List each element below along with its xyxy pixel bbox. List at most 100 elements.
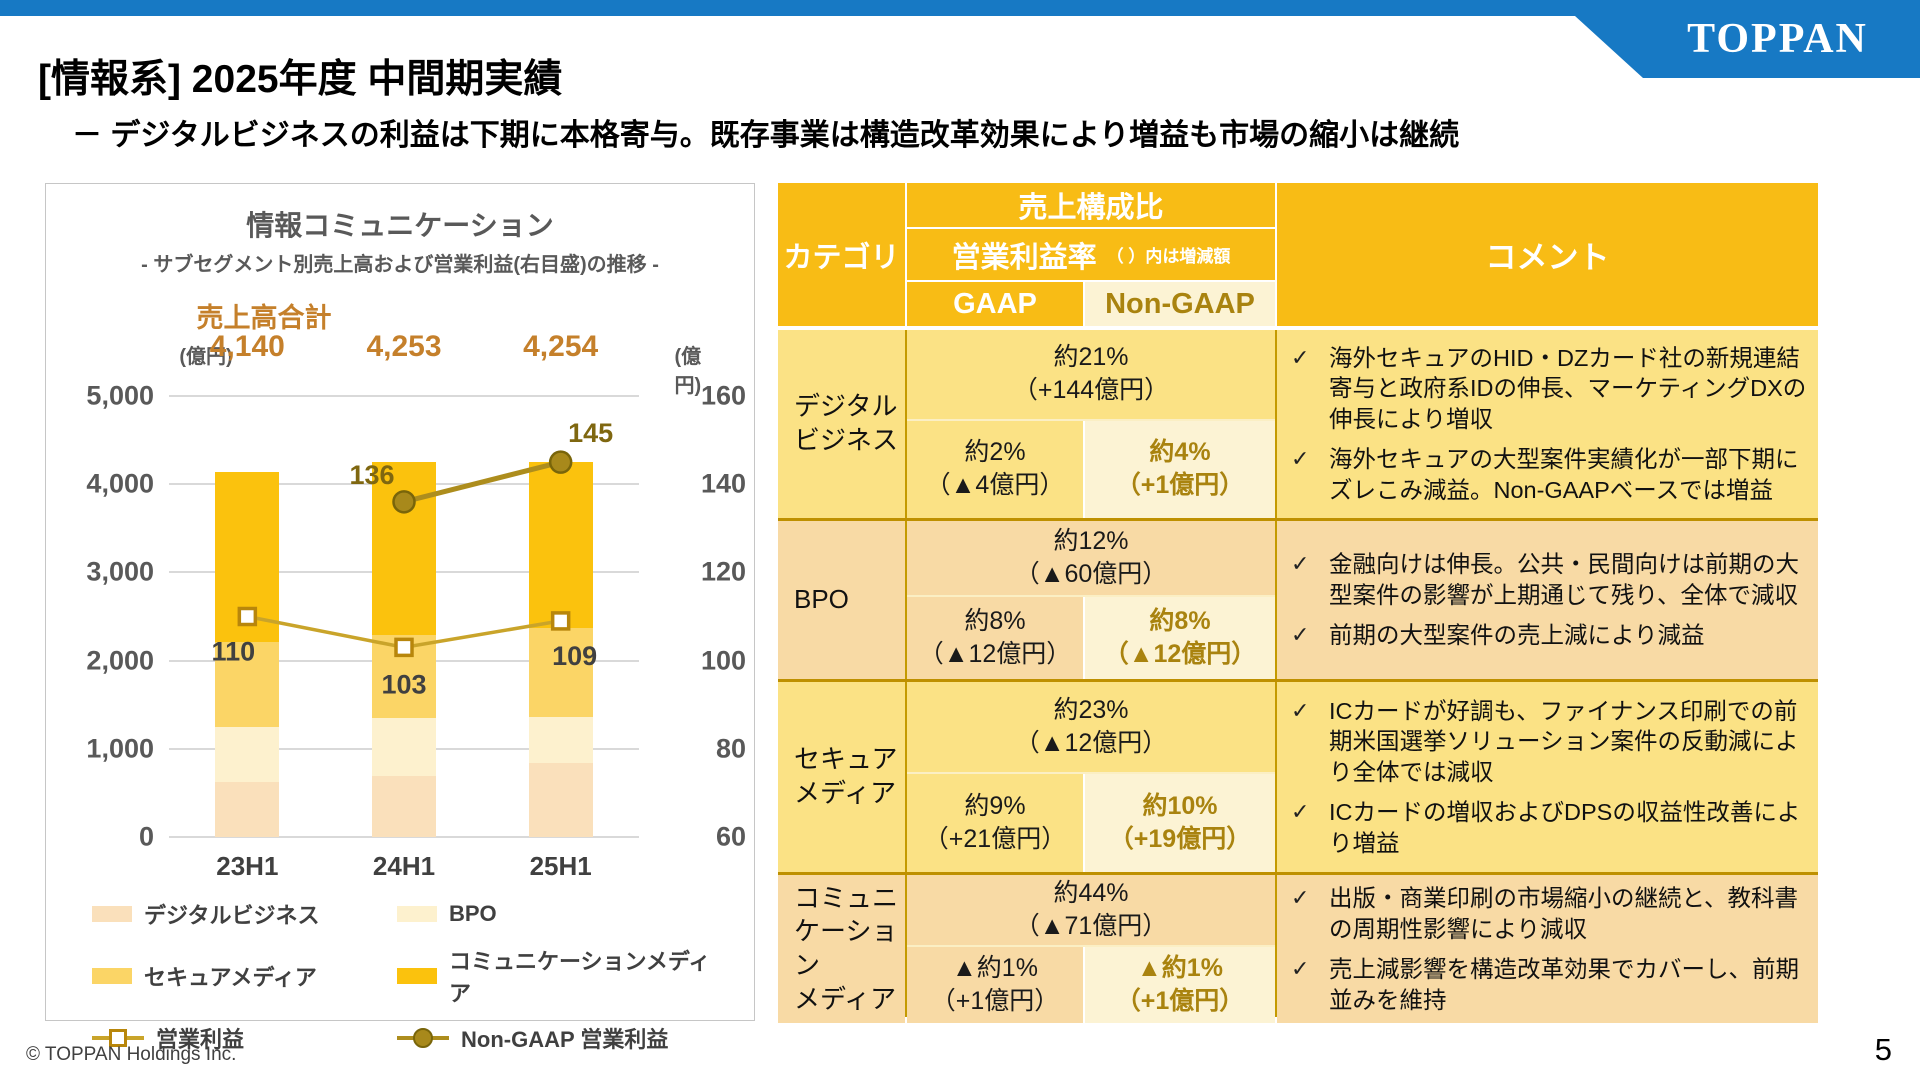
right-axis-unit: (億円): [674, 346, 702, 397]
line-Non-GAAP 営業利益: [403, 459, 562, 505]
comment-item: ✓ 海外セキュアの大型案件実績化が一部下期にズレこみ減益。Non-GAAPベースで…: [1291, 444, 1808, 505]
header-op-margin-note: （ ）内は増減額: [1106, 247, 1231, 266]
comments-cell: ✓ 出版・商業印刷の市場縮小の継続と、教科書の周期性影響により減収 ✓ 売上減影響を構…: [1277, 875, 1818, 1024]
check-icon: ✓: [1291, 697, 1310, 723]
comment-text: ICカードの増収およびDPSの収益性改善により増益: [1329, 799, 1801, 856]
legend-item-Non-GAAP 営業利益: Non-GAAP 営業利益: [397, 1022, 727, 1054]
left-axis-tick: 5,000: [86, 380, 154, 411]
toppan-logo-text: TOPPAN: [1687, 16, 1868, 62]
left-axis-tick: 1,000: [86, 733, 154, 764]
toppan-logo: TOPPAN: [1575, 0, 1920, 78]
legend-label: BPO: [449, 901, 497, 926]
values-cell: 約12% （▲60億円） 約8% （▲12億円） 約8% （▲12億円）: [907, 521, 1275, 679]
comment-text: 海外セキュアの大型案件実績化が一部下期にズレこみ減益。Non-GAAPベースでは…: [1329, 446, 1799, 503]
check-icon: ✓: [1291, 956, 1310, 982]
comments-cell: ✓ 海外セキュアのHID・DZカード社の新規連結寄与と政府系IDの伸長、マーケティ…: [1277, 330, 1818, 518]
check-icon: ✓: [1291, 551, 1310, 577]
legend-label: コミュニケーションメディア: [449, 949, 711, 1006]
comment-item: ✓ 海外セキュアのHID・DZカード社の新規連結寄与と政府系IDの伸長、マーケティ…: [1291, 343, 1808, 435]
bar-segment-BPO: [372, 717, 436, 776]
left-axis-tick: 3,000: [86, 556, 154, 587]
comment-item: ✓ 前期の大型案件の売上減により減益: [1291, 620, 1808, 651]
header-gaap: GAAP: [907, 282, 1083, 326]
comment-text: 海外セキュアのHID・DZカード社の新規連結寄与と政府系IDの伸長、マーケティン…: [1329, 344, 1807, 432]
comment-text: ICカードが好調も、ファイナンス印刷での前期米国選挙ソリューション案件の反動減に…: [1329, 697, 1799, 785]
marker-営業利益: [550, 611, 571, 631]
bar-segment-コミュニケーションメディア: [528, 461, 593, 628]
comment-item: ✓ 金融向けは伸長。公共・民間向けは前期の大型案件の影響が上期通じて残り、全体で減…: [1291, 549, 1808, 610]
gridline: [169, 395, 639, 397]
sales-total-value: 4,140: [209, 330, 285, 363]
legend-item-コミュニケーションメディア: コミュニケーションメディア: [397, 944, 727, 1008]
page-number: 5: [1874, 1032, 1892, 1067]
x-axis-label: 25H1: [529, 851, 592, 881]
left-axis-unit: (億円): [179, 346, 233, 368]
copyright-text: © TOPPAN Holdings Inc.: [26, 1044, 237, 1065]
header-middle-stack: 売上構成比 営業利益率 （ ）内は増減額 GAAP Non-GAAP: [907, 183, 1275, 326]
table-body: デジタル ビジネス 約21% （+144億円） 約2% （▲4億円） 約4% （+1億…: [778, 330, 1818, 1024]
category-cell: コミュニ ケーション メディア: [778, 875, 905, 1024]
legend-item-BPO: BPO: [397, 898, 727, 930]
legend-label: デジタルビジネス: [144, 903, 320, 928]
check-icon: ✓: [1291, 799, 1310, 825]
chart-legend: デジタルビジネス BPO セキュアメディア コミュニケーションメディア 営業利益 Non-…: [92, 898, 732, 1054]
legend-swatch: [92, 906, 132, 922]
non-gaap-cell: ▲約1% （+1億円）: [1085, 946, 1275, 1024]
legend-swatch: [92, 968, 132, 984]
table-row-4: コミュニ ケーション メディア 約44% （▲71億円） ▲約1% （+1億円） ▲約…: [778, 872, 1818, 1024]
left-axis-tick: 0: [138, 821, 154, 852]
comments-cell: ✓ ICカードが好調も、ファイナンス印刷での前期米国選挙ソリューション案件の反動減…: [1277, 682, 1818, 872]
bar-segment-デジタルビジネス: [215, 781, 280, 837]
legend-swatch: [397, 968, 437, 984]
non-gaap-cell: 約10% （+19億円）: [1085, 773, 1275, 872]
header-sales-ratio: 売上構成比: [907, 183, 1275, 227]
header-op-margin: 営業利益率 （ ）内は増減額: [907, 229, 1275, 280]
op-margin-cells: 約2% （▲4億円） 約4% （+1億円）: [907, 420, 1275, 518]
bar-segment-BPO: [528, 717, 593, 764]
table-row-1: デジタル ビジネス 約21% （+144億円） 約2% （▲4億円） 約4% （+1億…: [778, 330, 1818, 518]
data-label-営業利益: 103: [381, 669, 426, 699]
page-title: [情報系] 2025年度 中間期実績: [38, 58, 563, 101]
sales-ratio-cell: 約23% （▲12億円）: [907, 682, 1275, 772]
sales-total-label: 売上高合計: [196, 303, 332, 333]
x-axis-label: 23H1: [216, 851, 279, 881]
gridline: [169, 836, 639, 838]
gaap-cell: 約9% （+21億円）: [907, 773, 1083, 872]
marker-営業利益: [394, 637, 414, 658]
bar-segment-セキュアメディア: [215, 642, 280, 727]
legend-label: Non-GAAP 営業利益: [461, 1027, 669, 1052]
legend-item-デジタルビジネス: デジタルビジネス: [92, 898, 397, 930]
chart-panel: 情報コミュニケーション - サブセグメント別売上高および営業利益(右目盛)の推移…: [45, 183, 755, 1052]
comment-text: 売上減影響を構造改革効果でカバーし、前期並みを維持: [1329, 956, 1799, 1013]
values-cell: 約44% （▲71億円） ▲約1% （+1億円） ▲約1% （+1億円）: [907, 875, 1275, 1024]
comment-text: 金融向けは伸長。公共・民間向けは前期の大型案件の影響が上期通じて残り、全体で減収: [1329, 551, 1799, 608]
header-non-gaap: Non-GAAP: [1085, 282, 1275, 326]
values-cell: 約21% （+144億円） 約2% （▲4億円） 約4% （+1億円）: [907, 330, 1275, 518]
comment-item: ✓ 売上減影響を構造改革効果でカバーし、前期並みを維持: [1291, 954, 1808, 1015]
comments-cell: ✓ 金融向けは伸長。公共・民間向けは前期の大型案件の影響が上期通じて残り、全体で減…: [1277, 521, 1818, 679]
non-gaap-cell: 約4% （+1億円）: [1085, 420, 1275, 518]
data-label-営業利益: 110: [212, 637, 256, 667]
legend-item-営業利益: 営業利益: [92, 1022, 397, 1054]
data-label-営業利益: 109: [552, 641, 597, 671]
sales-ratio-cell: 約12% （▲60億円）: [907, 521, 1275, 596]
legend-marker: [109, 1029, 127, 1047]
header-op-margin-label: 営業利益率: [951, 241, 1097, 274]
check-icon: ✓: [1291, 885, 1310, 910]
left-axis-tick: 2,000: [86, 645, 154, 676]
results-table: カテゴリ 売上構成比 営業利益率 （ ）内は増減額 GAAP Non-GAAP …: [778, 183, 1818, 1024]
line-series-overlay: 110 103 109 136 145: [212, 418, 614, 699]
comment-text: 前期の大型案件の売上減により減益: [1329, 622, 1705, 649]
op-margin-cells: ▲約1% （+1億円） ▲約1% （+1億円）: [907, 946, 1275, 1024]
header-non-gaap-text: Non-GAAP: [1105, 287, 1255, 320]
category-cell: デジタル ビジネス: [778, 330, 905, 518]
table-row-2: BPO 約12% （▲60億円） 約8% （▲12億円） 約8% （▲12億円） ✓ 金融…: [778, 518, 1818, 679]
right-axis-tick: 60: [715, 821, 746, 852]
comment-item: ✓ ICカードの増収およびDPSの収益性改善により増益: [1291, 797, 1808, 858]
bar-segment-デジタルビジネス: [372, 775, 436, 837]
sales-ratio-cell: 約21% （+144億円）: [907, 330, 1275, 419]
legend-line-swatch: [397, 1028, 449, 1048]
right-axis-tick: 140: [700, 468, 746, 499]
chart-title: 情報コミュニケーション: [246, 210, 554, 241]
